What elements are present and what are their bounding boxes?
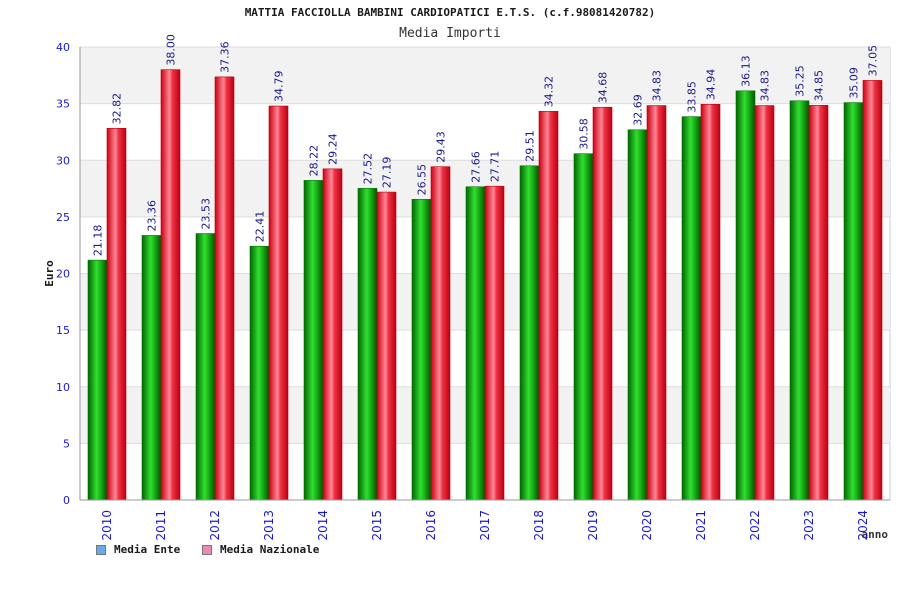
y-tick-label: 10: [56, 381, 70, 394]
data-label-nazionale: 34.68: [597, 72, 610, 104]
bar-nazionale: [808, 105, 829, 501]
bar-ente: [519, 165, 540, 501]
legend-label-nazionale: Media Nazionale: [220, 543, 320, 556]
bar-ente: [465, 186, 486, 501]
bar-nazionale: [484, 185, 505, 501]
y-tick-label: 25: [56, 211, 70, 224]
y-tick-label: 35: [56, 98, 70, 111]
bar-ente: [411, 199, 432, 501]
bar-nazionale: [754, 105, 775, 501]
data-label-nazionale: 37.36: [219, 41, 232, 73]
y-tick-label: 40: [56, 41, 70, 54]
data-label-ente: 21.18: [92, 225, 105, 257]
data-labels: 21.18 32.82 23.36 38.00 23.53 37.36 22.41 34.79…: [92, 34, 880, 256]
bar-nazionale: [538, 111, 559, 501]
data-label-nazionale: 37.05: [867, 45, 880, 77]
data-label-nazionale: 27.71: [489, 151, 502, 183]
x-tick-label: 2020: [640, 510, 654, 541]
bar-ente: [789, 100, 810, 501]
bar-ente: [249, 245, 270, 501]
bar-ente: [195, 233, 216, 501]
x-tick-label: 2014: [316, 510, 330, 541]
x-axis-label: anno: [862, 528, 889, 541]
bar-ente: [573, 153, 594, 501]
bar-nazionale: [592, 106, 613, 501]
bar-ente: [141, 235, 162, 501]
bar-nazionale: [214, 76, 235, 501]
data-label-ente: 29.51: [524, 130, 537, 162]
data-label-ente: 22.41: [254, 211, 267, 243]
chart-title: MATTIA FACCIOLLA BAMBINI CARDIOPATICI E.…: [244, 6, 656, 19]
x-tick-label: 2011: [154, 510, 168, 541]
data-label-nazionale: 34.85: [813, 70, 826, 102]
data-label-ente: 23.53: [200, 198, 213, 230]
x-tick-label: 2021: [694, 510, 708, 541]
y-axis-label: Euro: [43, 260, 56, 287]
legend-item-nazionale: Media Nazionale: [202, 543, 319, 556]
data-label-ente: 27.52: [362, 153, 375, 185]
y-tick-label: 15: [56, 324, 70, 337]
data-label-ente: 27.66: [470, 151, 483, 183]
bar-nazionale: [646, 105, 667, 501]
bar-ente: [735, 90, 756, 501]
y-tick-label: 30: [56, 154, 70, 167]
bar-ente: [357, 188, 378, 501]
bar-nazionale: [322, 168, 343, 501]
legend-item-ente: Media Ente: [96, 543, 180, 556]
data-label-nazionale: 29.43: [435, 131, 448, 163]
bar-nazionale: [862, 80, 883, 501]
bar-ente: [303, 180, 324, 501]
x-tick-label: 2019: [586, 510, 600, 541]
data-label-nazionale: 29.24: [327, 133, 340, 165]
bar-nazionale: [430, 166, 451, 501]
bar-ente: [627, 129, 648, 501]
y-tick-label: 20: [56, 268, 70, 281]
axes: 0 5 10 15 20 25 30 35 40 Euro anno 2010 2011 2012 2013…: [43, 41, 890, 541]
data-label-nazionale: 34.94: [705, 69, 718, 101]
y-tick-label: 0: [63, 494, 70, 507]
x-tick-label: 2023: [802, 510, 816, 541]
data-label-nazionale: 34.79: [273, 71, 286, 103]
bar-nazionale: [268, 105, 289, 501]
chart-subtitle: Media Importi: [399, 26, 501, 41]
data-label-ente: 35.09: [848, 67, 861, 99]
data-label-ente: 28.22: [308, 145, 321, 177]
data-label-ente: 30.58: [578, 118, 591, 150]
data-label-ente: 23.36: [146, 200, 159, 232]
legend-swatch-ente: [96, 544, 106, 555]
x-tick-label: 2015: [370, 510, 384, 541]
bar-ente: [843, 102, 864, 501]
data-label-ente: 32.69: [632, 94, 645, 126]
data-label-nazionale: 34.83: [651, 70, 664, 102]
legend-swatch-nazionale: [202, 544, 212, 555]
x-tick-label: 2010: [100, 510, 114, 541]
x-tick-label: 2017: [478, 510, 492, 541]
data-label-nazionale: 34.83: [759, 70, 772, 102]
legend-label-ente: Media Ente: [114, 543, 181, 556]
x-tick-label: 2022: [748, 510, 762, 541]
x-tick-label: 2024: [856, 510, 870, 541]
data-label-ente: 33.85: [686, 81, 699, 113]
bars: [87, 69, 883, 501]
data-label-nazionale: 34.32: [543, 76, 556, 108]
x-tick-label: 2016: [424, 510, 438, 541]
bar-ente: [681, 116, 702, 501]
bar-nazionale: [376, 191, 397, 501]
x-tick-label: 2018: [532, 510, 546, 541]
data-label-ente: 35.25: [794, 65, 807, 97]
data-label-nazionale: 32.82: [111, 93, 124, 125]
data-label-nazionale: 27.19: [381, 157, 394, 189]
x-tick-label: 2012: [208, 510, 222, 541]
y-tick-label: 5: [63, 437, 70, 450]
bar-nazionale: [160, 69, 181, 501]
bar-ente: [87, 259, 108, 501]
data-label-ente: 36.13: [740, 55, 753, 87]
data-label-nazionale: 38.00: [165, 34, 178, 66]
bar-nazionale: [106, 128, 127, 501]
data-label-ente: 26.55: [416, 164, 429, 196]
bar-nazionale: [700, 104, 721, 501]
x-tick-label: 2013: [262, 510, 276, 541]
